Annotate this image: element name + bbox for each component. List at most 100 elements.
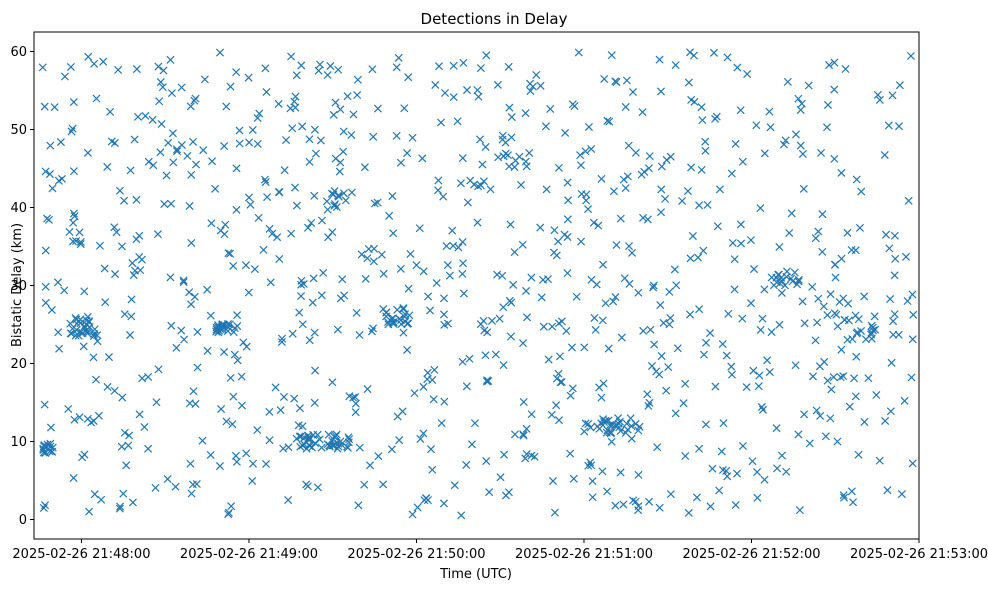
data-point	[65, 227, 74, 236]
data-point	[290, 394, 299, 403]
data-point	[496, 473, 505, 482]
data-point	[355, 331, 364, 340]
data-point	[617, 333, 626, 342]
data-point	[746, 299, 756, 308]
data-point	[791, 361, 800, 370]
data-point	[554, 416, 564, 425]
data-point	[843, 335, 852, 344]
data-point	[855, 223, 864, 232]
data-point	[292, 434, 301, 443]
data-point	[645, 398, 654, 407]
data-point	[120, 310, 129, 319]
data-point	[742, 383, 751, 392]
data-point	[719, 419, 728, 428]
data-point	[115, 186, 124, 195]
data-point	[394, 53, 403, 62]
data-point	[276, 406, 285, 415]
data-point	[345, 392, 354, 401]
data-point	[110, 138, 119, 147]
data-point	[439, 192, 448, 201]
data-point	[279, 392, 288, 401]
data-point	[752, 121, 761, 130]
data-point	[563, 232, 572, 241]
data-point	[40, 400, 49, 409]
data-point	[401, 310, 410, 319]
data-point	[519, 431, 528, 440]
data-point	[459, 289, 468, 298]
data-point	[395, 314, 404, 323]
data-point	[203, 285, 212, 294]
data-point	[80, 450, 89, 459]
data-point	[307, 218, 316, 227]
data-point	[869, 326, 878, 335]
data-point	[232, 164, 241, 173]
data-point	[600, 417, 609, 426]
data-point	[56, 138, 65, 147]
data-point	[191, 160, 201, 169]
data-point	[518, 240, 527, 249]
data-point	[422, 494, 431, 503]
data-point	[684, 78, 693, 87]
data-point	[473, 86, 482, 95]
data-point	[563, 269, 572, 278]
data-point	[60, 286, 69, 295]
data-point	[587, 461, 596, 470]
data-point	[458, 269, 467, 278]
data-point	[709, 48, 719, 57]
data-point	[688, 232, 697, 241]
data-point	[476, 181, 485, 190]
data-point	[439, 310, 448, 319]
data-point	[428, 465, 437, 474]
data-point	[48, 184, 57, 193]
data-point	[607, 437, 616, 446]
data-point	[330, 187, 339, 196]
data-point	[265, 436, 274, 445]
data-point	[233, 356, 242, 365]
data-point	[331, 431, 340, 441]
data-point	[717, 447, 726, 456]
data-point	[797, 99, 806, 108]
data-point	[622, 76, 631, 85]
data-point	[221, 220, 230, 229]
data-point	[125, 431, 134, 440]
data-point	[373, 198, 382, 207]
data-point	[758, 314, 767, 323]
data-point	[157, 119, 166, 129]
data-point	[627, 434, 636, 443]
data-point	[279, 444, 288, 453]
data-point	[186, 459, 195, 468]
data-point	[665, 287, 674, 296]
data-point	[389, 319, 398, 328]
data-point	[815, 362, 824, 371]
data-point	[541, 122, 550, 131]
data-point	[611, 501, 620, 510]
data-point	[695, 444, 704, 453]
data-point	[701, 420, 710, 429]
data-point	[760, 475, 769, 484]
data-point	[156, 148, 165, 157]
data-point	[78, 329, 87, 338]
data-point	[442, 242, 451, 251]
data-point	[890, 271, 899, 280]
data-point	[191, 399, 200, 408]
data-point	[226, 82, 235, 91]
data-point	[135, 410, 144, 419]
data-point	[132, 65, 141, 74]
data-point	[577, 237, 586, 246]
data-point	[443, 319, 453, 328]
data-point	[821, 432, 830, 441]
data-point	[379, 269, 388, 278]
data-point	[584, 419, 593, 428]
data-point	[763, 356, 772, 365]
data-point	[45, 170, 54, 179]
data-point	[587, 144, 596, 154]
data-point	[305, 157, 314, 166]
x-tick-label: 2025-02-26 21:50:00	[347, 547, 485, 562]
data-point	[822, 123, 832, 132]
data-point	[470, 419, 479, 428]
data-point	[128, 259, 137, 268]
data-point	[794, 275, 803, 284]
data-point	[598, 260, 608, 269]
data-point	[474, 182, 483, 191]
data-point	[499, 361, 508, 370]
